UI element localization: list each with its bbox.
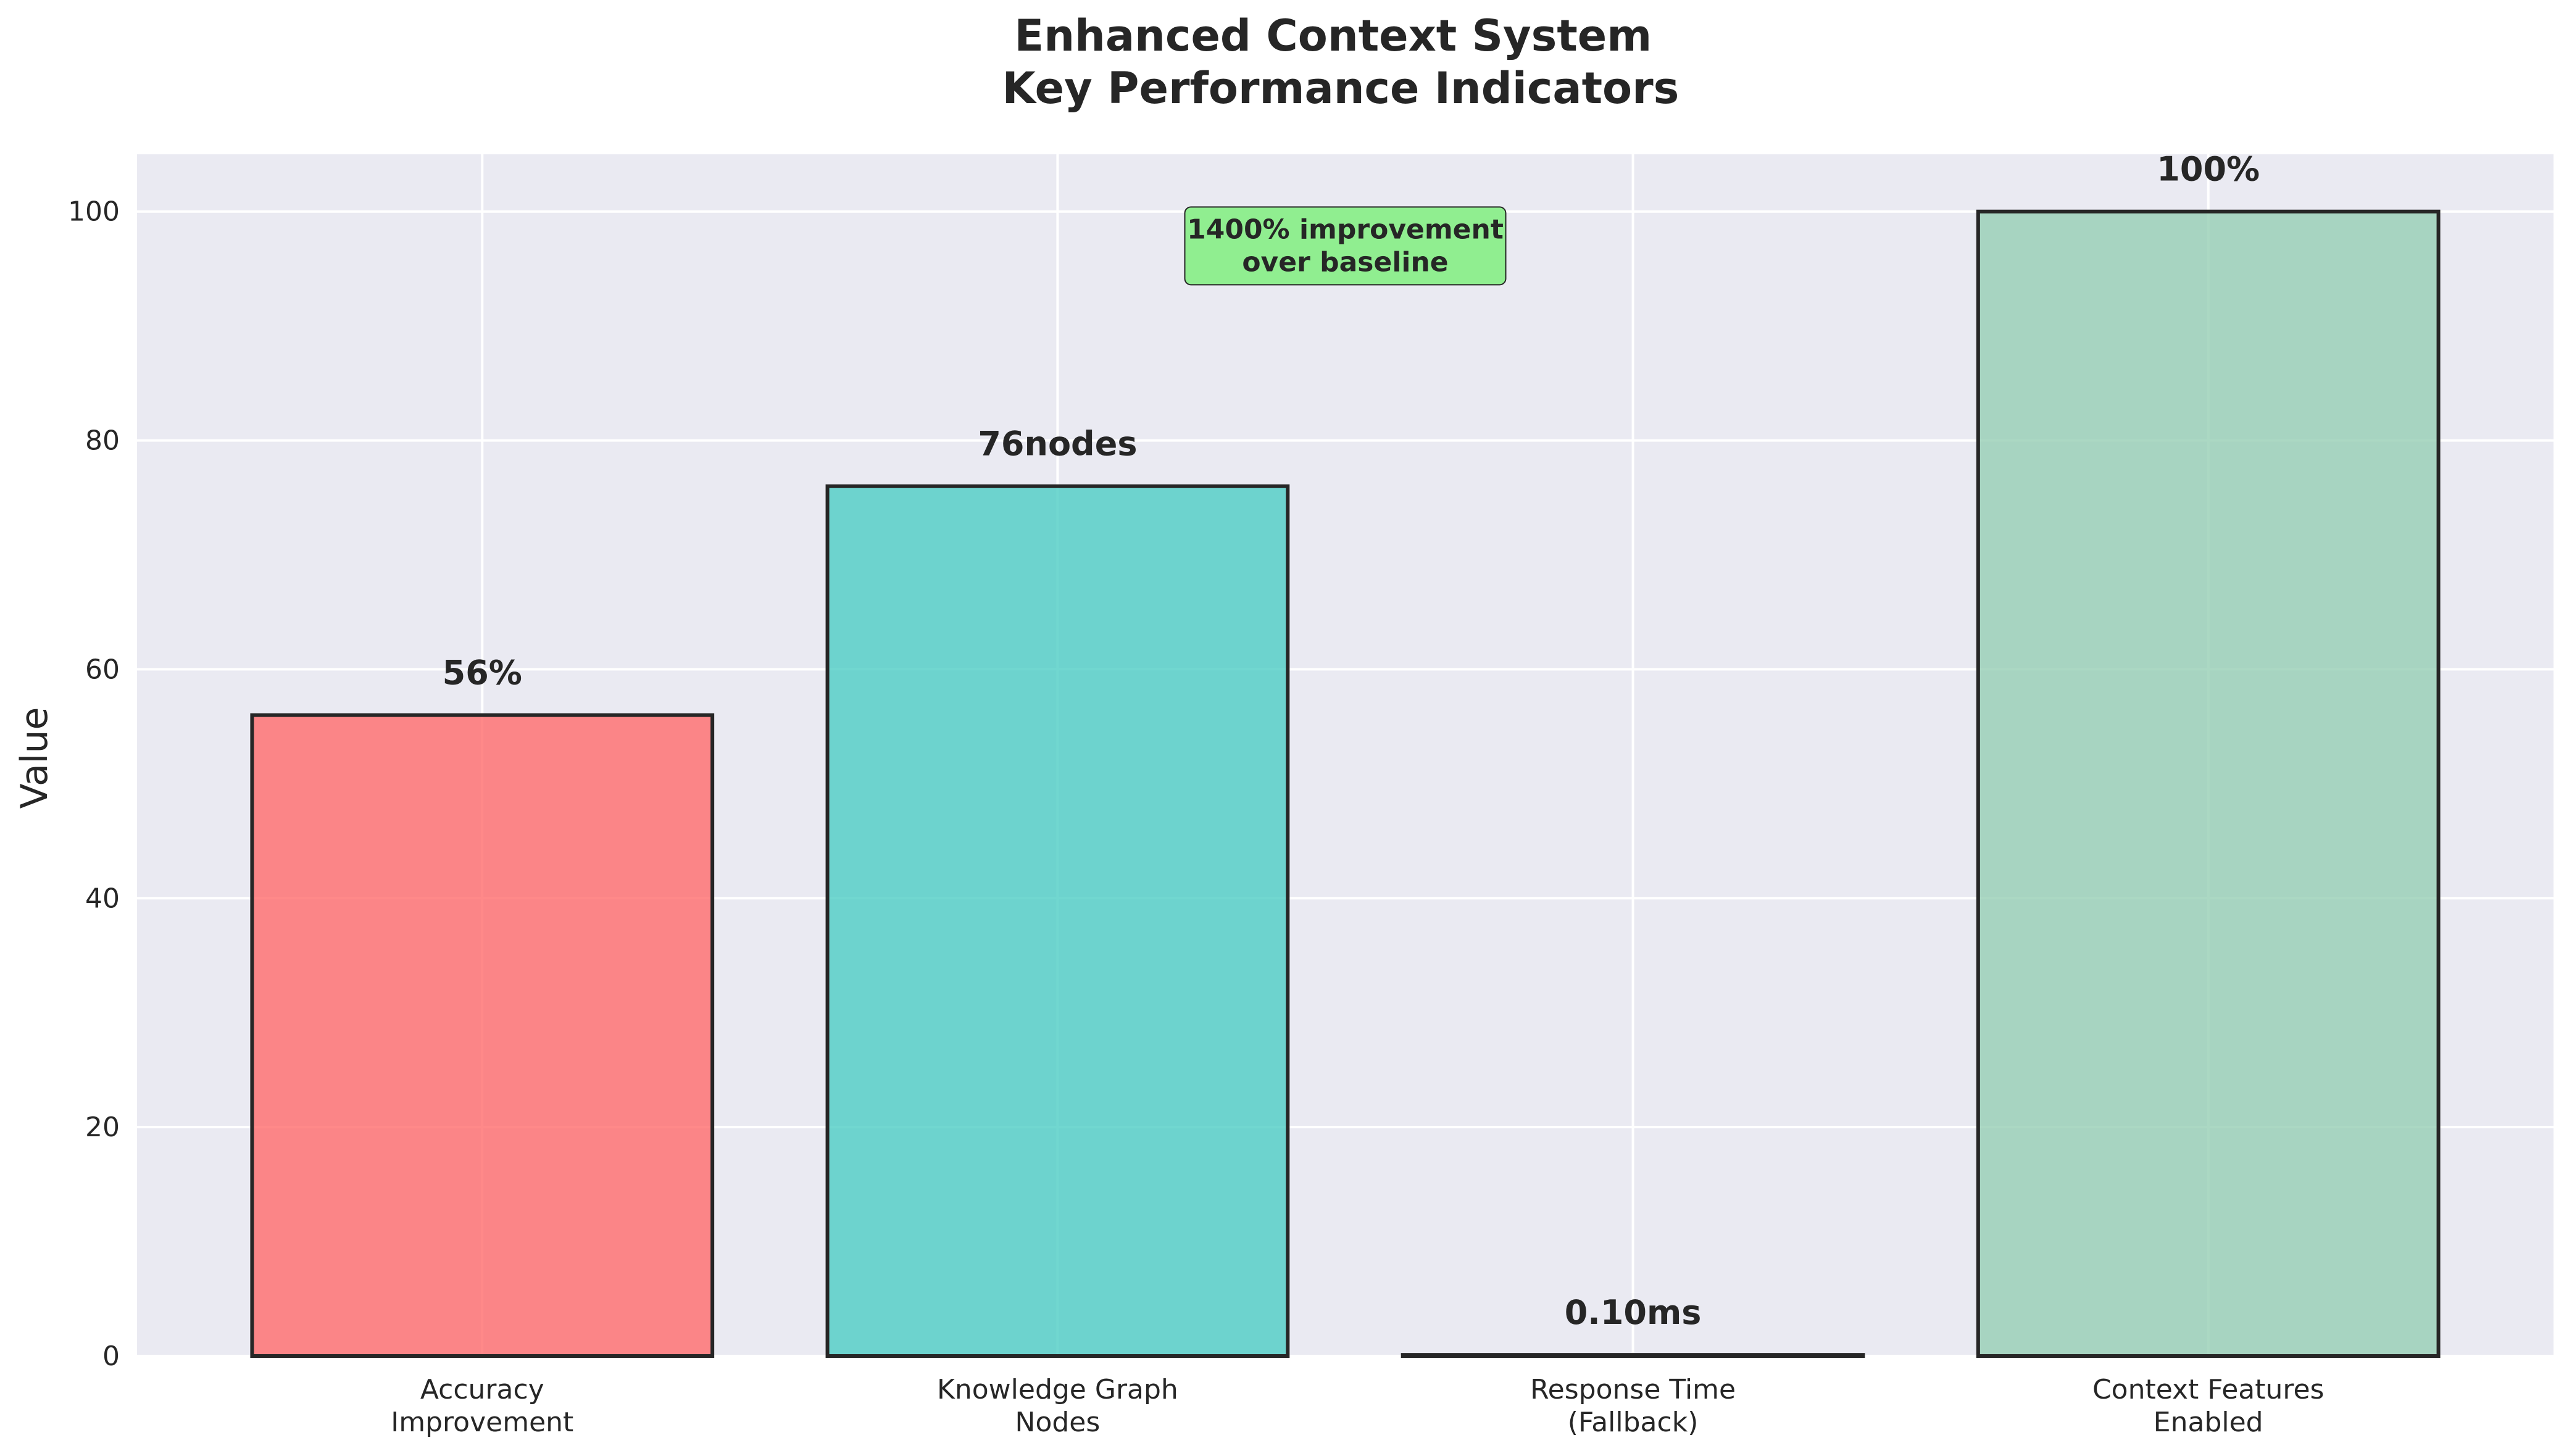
x-tick-label-line: (Fallback) [1568,1407,1699,1438]
bar [1976,209,2441,1358]
annotation-line: 1400% improvement [1187,214,1504,245]
chart-title-line-1: Enhanced Context System [1014,10,1652,61]
x-tick-label-line: Knowledge Graph [937,1374,1178,1405]
annotation: 1400% improvement over baseline [1184,206,1507,286]
bar [1401,1353,1865,1358]
value-labels: 56% 76nodes 0.10ms 100% [443,150,2260,1332]
x-tick-label-line: Nodes [1015,1407,1101,1438]
x-tick-label-line: Improvement [391,1407,573,1438]
y-tick-label: 100 [68,196,120,228]
bar [825,484,1290,1358]
bar [250,713,715,1358]
bar-value-label: 0.10ms [1565,1293,1702,1332]
x-tick-label-line: Enabled [2154,1407,2263,1438]
y-tick-label: 60 [85,654,120,685]
y-tick-label: 40 [85,883,120,914]
x-tick-label: Response Time (Fallback) [1530,1374,1736,1438]
x-tick-label-line: Context Features [2092,1374,2325,1405]
bar-value-label: 76nodes [978,425,1137,464]
annotation-box [1184,206,1507,286]
y-axis-title: Value [13,707,56,809]
bars [250,209,2441,1358]
annotation-text: 1400% improvement over baseline [1187,214,1504,278]
chart-title-line-2: Key Performance Indicators [1002,63,1680,114]
x-tick-label: Knowledge Graph Nodes [937,1374,1178,1438]
x-tick-label: Context Features Enabled [2092,1374,2325,1438]
annotation-line: over baseline [1242,246,1448,278]
x-tick-label-line: Response Time [1530,1374,1736,1405]
x-tick-label-line: Accuracy [420,1374,544,1405]
x-tick-label: Accuracy Improvement [391,1374,573,1438]
bar-value-label: 56% [443,654,522,693]
y-axis-ticks: 0 20 40 60 80 100 [68,196,120,1372]
x-axis-ticks: Accuracy Improvement Knowledge Graph Nodes R… [391,1374,2324,1438]
y-tick-label: 20 [85,1112,120,1143]
y-tick-label: 80 [85,425,120,457]
y-tick-label: 0 [102,1341,120,1372]
bar-value-label: 100% [2157,150,2260,189]
chart-title: Enhanced Context System Key Performance … [1002,10,1680,114]
